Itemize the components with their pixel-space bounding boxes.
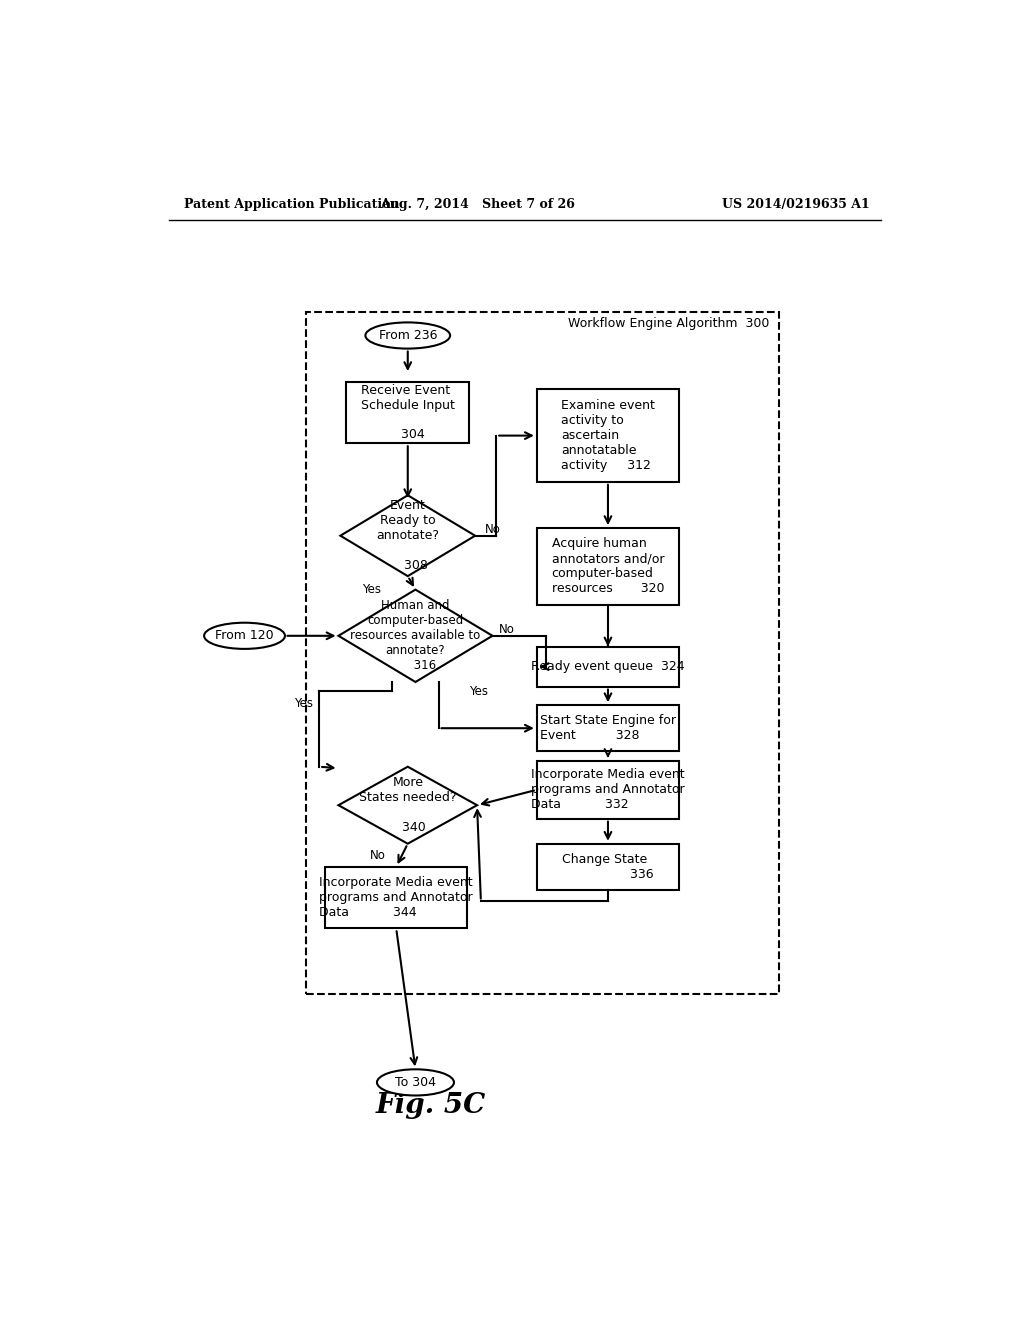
- Text: From 120: From 120: [215, 630, 273, 643]
- Polygon shape: [340, 495, 475, 576]
- Text: Event
Ready to
annotate?

    308: Event Ready to annotate? 308: [376, 499, 439, 572]
- Text: Start State Engine for
Event          328: Start State Engine for Event 328: [540, 714, 676, 742]
- Text: Receive Event
Schedule Input

          304: Receive Event Schedule Input 304: [360, 384, 455, 441]
- FancyBboxPatch shape: [537, 389, 679, 482]
- Text: No: No: [371, 849, 386, 862]
- Text: Examine event
activity to
ascertain
annotatable
activity     312: Examine event activity to ascertain anno…: [561, 399, 655, 473]
- Text: US 2014/0219635 A1: US 2014/0219635 A1: [722, 198, 869, 211]
- Text: To 304: To 304: [395, 1076, 436, 1089]
- Text: No: No: [499, 623, 514, 636]
- Text: Incorporate Media event
programs and Annotator
Data           332: Incorporate Media event programs and Ann…: [531, 768, 685, 812]
- Text: Yes: Yes: [294, 697, 313, 710]
- FancyBboxPatch shape: [537, 760, 679, 818]
- FancyBboxPatch shape: [325, 867, 467, 928]
- FancyBboxPatch shape: [537, 843, 679, 890]
- Text: No: No: [484, 523, 501, 536]
- FancyBboxPatch shape: [537, 705, 679, 751]
- FancyBboxPatch shape: [346, 381, 469, 444]
- Polygon shape: [339, 767, 477, 843]
- Text: Human and
computer-based
resources available to
annotate?
     316: Human and computer-based resources avail…: [350, 599, 480, 672]
- Text: Incorporate Media event
programs and Annotator
Data           344: Incorporate Media event programs and Ann…: [319, 876, 473, 919]
- Text: Workflow Engine Algorithm  300: Workflow Engine Algorithm 300: [568, 317, 770, 330]
- Ellipse shape: [377, 1069, 454, 1096]
- Ellipse shape: [366, 322, 451, 348]
- Text: Aug. 7, 2014   Sheet 7 of 26: Aug. 7, 2014 Sheet 7 of 26: [380, 198, 574, 211]
- FancyBboxPatch shape: [537, 528, 679, 605]
- Text: Yes: Yes: [469, 685, 488, 698]
- Polygon shape: [339, 590, 493, 682]
- Ellipse shape: [204, 623, 285, 649]
- Text: Acquire human
annotators and/or
computer-based
resources       320: Acquire human annotators and/or computer…: [552, 537, 665, 595]
- Text: More
States needed?

   340: More States needed? 340: [359, 776, 457, 834]
- FancyBboxPatch shape: [537, 647, 679, 686]
- Text: Fig. 5C: Fig. 5C: [376, 1092, 486, 1119]
- Text: From 236: From 236: [379, 329, 437, 342]
- Text: Change State
                 336: Change State 336: [562, 853, 653, 880]
- Text: Yes: Yes: [361, 583, 381, 597]
- Text: Ready event queue  324: Ready event queue 324: [531, 660, 685, 673]
- Bar: [306, 313, 779, 994]
- Text: Patent Application Publication: Patent Application Publication: [184, 198, 400, 211]
